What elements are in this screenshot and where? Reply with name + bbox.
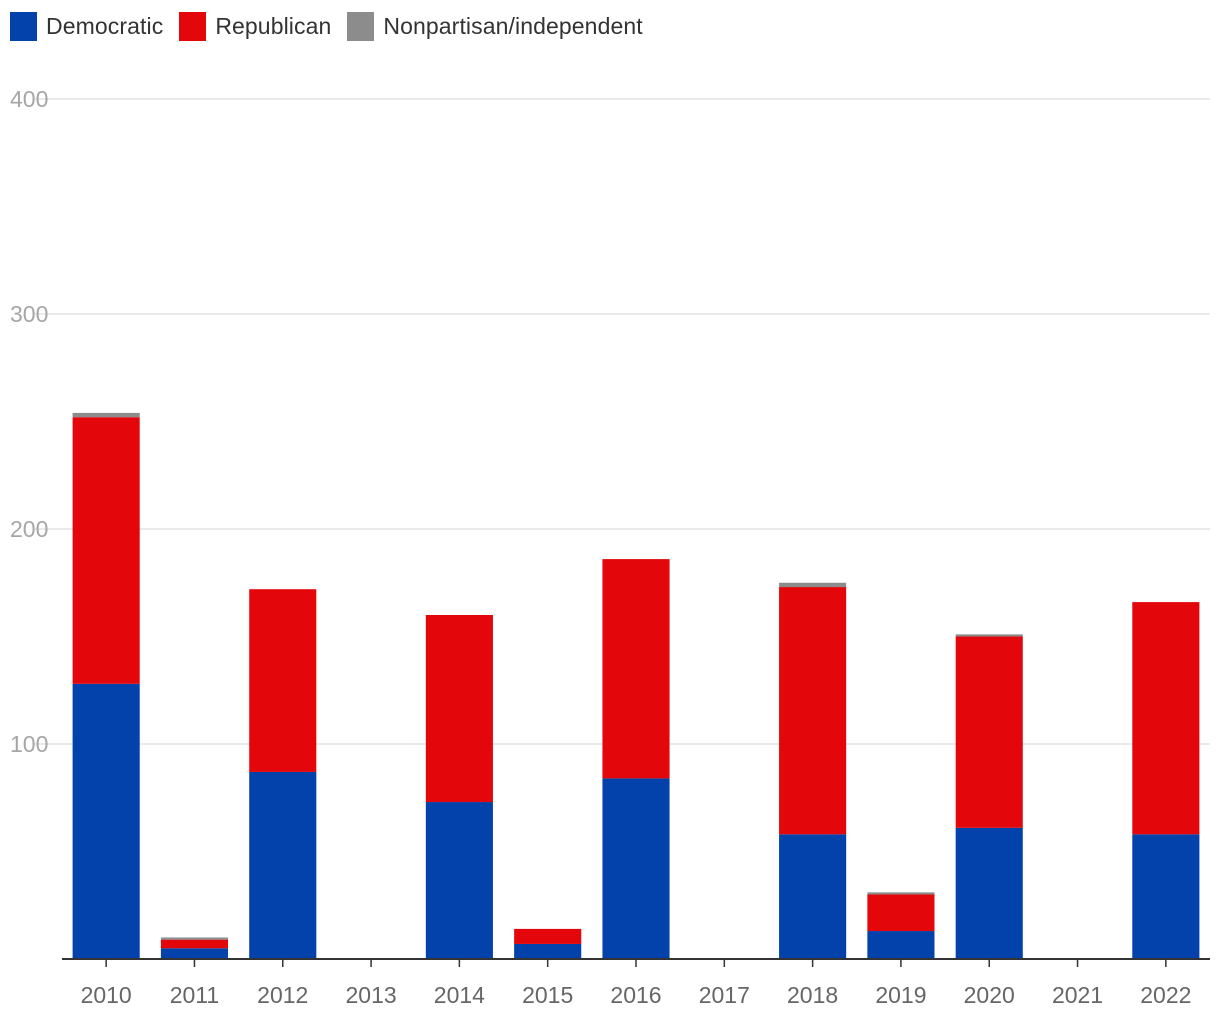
x-tick-label-2017: 2017 xyxy=(699,982,750,1008)
y-tick-label-200: 200 xyxy=(10,516,48,542)
bar-democratic-2014 xyxy=(425,802,493,959)
legend-item-nonpartisan: Nonpartisan/independent xyxy=(347,11,643,41)
legend-item-republican: Republican xyxy=(179,11,332,41)
x-tick-label-2020: 2020 xyxy=(964,982,1015,1008)
bar-nonpartisan-independent-2010 xyxy=(72,412,140,418)
x-tick-label-2016: 2016 xyxy=(610,982,661,1008)
x-axis: 2010 2011 2012 2013 2014 2015 2016 2017 2018 2019… xyxy=(62,958,1210,1008)
bar-democratic-2010 xyxy=(72,683,140,959)
bar-republican-2018 xyxy=(779,587,847,835)
chart-legend: Democratic Republican Nonpartisan/indepe… xyxy=(10,10,659,42)
bar-nonpartisan-independent-2011 xyxy=(160,937,229,940)
x-tick-label-2010: 2010 xyxy=(81,982,132,1008)
x-tick-label-2014: 2014 xyxy=(434,982,485,1008)
bar-democratic-2018 xyxy=(779,834,847,959)
bar-nonpartisan-independent-2020 xyxy=(955,634,1023,637)
legend-swatch-republican xyxy=(179,11,207,41)
legend-label-republican: Republican xyxy=(215,12,332,39)
y-tick-label-300: 300 xyxy=(10,301,48,327)
x-tick-label-2018: 2018 xyxy=(787,982,838,1008)
bar-republican-2014 xyxy=(425,615,493,803)
legend-label-democratic: Democratic xyxy=(46,12,164,39)
x-tick-label-2012: 2012 xyxy=(257,982,308,1008)
y-axis-tick-labels: 100 200 300 400 xyxy=(10,86,48,757)
x-tick-label-2011: 2011 xyxy=(170,982,219,1008)
x-tick-label-2019: 2019 xyxy=(875,982,926,1008)
x-tick-label-2022: 2022 xyxy=(1140,982,1191,1008)
legend-swatch-democratic xyxy=(10,11,37,41)
bar-republican-2010 xyxy=(72,417,140,684)
bar-democratic-2020 xyxy=(955,827,1023,959)
bar-nonpartisan-independent-2018 xyxy=(779,582,847,588)
bar-republican-2019 xyxy=(867,894,935,932)
bar-republican-2022 xyxy=(1132,602,1200,835)
bar-democratic-2015 xyxy=(514,943,582,959)
bar-democratic-2016 xyxy=(602,778,670,959)
bars xyxy=(72,412,1200,959)
x-tick-label-2015: 2015 xyxy=(522,982,573,1008)
legend-item-democratic: Democratic xyxy=(10,11,164,41)
bar-republican-2012 xyxy=(249,589,317,772)
x-tick-label-2013: 2013 xyxy=(345,982,396,1008)
bar-democratic-2019 xyxy=(867,931,935,959)
legend-swatch-nonpartisan xyxy=(347,11,375,41)
bar-democratic-2012 xyxy=(249,771,317,959)
bar-republican-2016 xyxy=(602,559,670,779)
x-tick-label-2021: 2021 xyxy=(1052,982,1103,1008)
bar-nonpartisan-independent-2019 xyxy=(867,892,935,895)
bar-democratic-2022 xyxy=(1132,834,1200,959)
bar-republican-2011 xyxy=(160,939,229,949)
legend-label-nonpartisan: Nonpartisan/independent xyxy=(383,12,643,39)
bar-republican-2015 xyxy=(514,928,582,944)
y-tick-label-400: 400 xyxy=(10,86,48,112)
y-tick-label-100: 100 xyxy=(10,731,48,757)
bar-democratic-2011 xyxy=(160,948,229,959)
bar-republican-2020 xyxy=(955,636,1023,828)
